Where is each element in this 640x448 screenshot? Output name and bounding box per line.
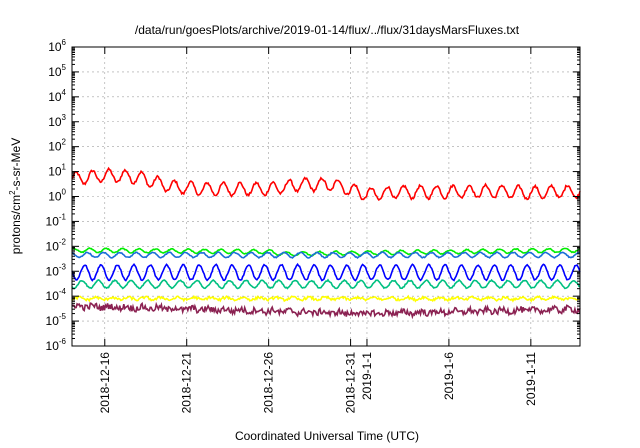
y-tick-base: 10 — [46, 314, 60, 328]
y-tick-exp: 2 — [62, 138, 67, 147]
y-tick-base: 10 — [48, 65, 62, 79]
y-tick-exp: -2 — [59, 237, 67, 246]
y-tick-label: 10-2 — [46, 237, 67, 253]
x-tick-label: 2018-12-31 — [344, 352, 358, 414]
y-tick-base: 10 — [48, 190, 62, 204]
series-group — [71, 166, 581, 320]
y-axis-label-suffix: -s-sr-MeV — [9, 138, 23, 191]
y-axis-label-sup: 2 — [8, 190, 17, 195]
y-tick-exp: -5 — [59, 312, 67, 321]
y-tick-label: 102 — [48, 138, 66, 154]
y-tick-exp: -3 — [59, 262, 67, 271]
chart-title: /data/run/goesPlots/archive/2019-01-14/f… — [135, 23, 520, 37]
series-line-2 — [71, 250, 581, 260]
y-tick-label: 106 — [48, 38, 66, 54]
x-tick-label: 2019-1-6 — [442, 352, 456, 400]
y-tick-exp: 0 — [62, 188, 67, 197]
y-tick-base: 10 — [48, 90, 62, 104]
y-tick-label: 10-5 — [46, 312, 67, 328]
y-tick-label: 105 — [48, 63, 66, 79]
x-tick-label: 2018-12-16 — [98, 352, 112, 414]
series-line-0 — [71, 166, 581, 201]
y-tick-exp: 5 — [62, 63, 67, 72]
y-tick-label: 10-6 — [46, 337, 67, 353]
y-tick-base: 10 — [48, 40, 62, 54]
grid — [72, 47, 580, 346]
y-tick-label: 10-4 — [46, 287, 67, 303]
x-tick-label: 2018-12-26 — [262, 352, 276, 414]
y-tick-exp: 3 — [62, 113, 67, 122]
y-tick-label: 100 — [48, 188, 66, 204]
y-tick-base: 10 — [48, 140, 62, 154]
y-tick-exp: 1 — [62, 163, 67, 172]
y-tick-base: 10 — [46, 264, 60, 278]
y-tick-exp: -6 — [59, 337, 67, 346]
x-tick-label: 2019-1-1 — [360, 352, 374, 400]
y-tick-exp: -1 — [59, 212, 67, 221]
x-axis-label: Coordinated Universal Time (UTC) — [235, 429, 419, 443]
y-tick-label: 10-1 — [46, 212, 67, 228]
y-tick-label: 10-3 — [46, 262, 67, 278]
y-tick-base: 10 — [46, 214, 60, 228]
y-tick-label: 103 — [48, 113, 66, 129]
series-line-5 — [71, 294, 580, 303]
y-tick-exp: 6 — [62, 38, 67, 47]
y-tick-base: 10 — [46, 239, 60, 253]
y-tick-exp: -4 — [59, 287, 67, 296]
y-tick-base: 10 — [48, 115, 62, 129]
x-axis-ticks: 2018-12-16 2018-12-21 2018-12-26 2018-12-31… — [98, 47, 538, 413]
series-line-4 — [71, 278, 581, 290]
x-tick-label: 2019-1-11 — [524, 352, 538, 406]
x-tick-label: 2018-12-21 — [180, 352, 194, 414]
y-axis-label-prefix: protons/cm — [9, 195, 23, 254]
y-axis-ticks: 10-610-510-410-310-210-11001011021031041… — [46, 38, 580, 353]
y-tick-label: 101 — [48, 163, 66, 179]
y-tick-base: 10 — [48, 165, 62, 179]
series-line-3 — [71, 262, 581, 282]
series-line-1 — [71, 247, 581, 257]
y-axis-label: protons/cm2-s-sr-MeV — [8, 138, 23, 254]
y-tick-label: 104 — [48, 88, 66, 104]
series-line-6 — [71, 301, 581, 320]
y-tick-exp: 4 — [62, 88, 67, 97]
y-tick-base: 10 — [46, 289, 60, 303]
y-tick-base: 10 — [46, 339, 60, 353]
